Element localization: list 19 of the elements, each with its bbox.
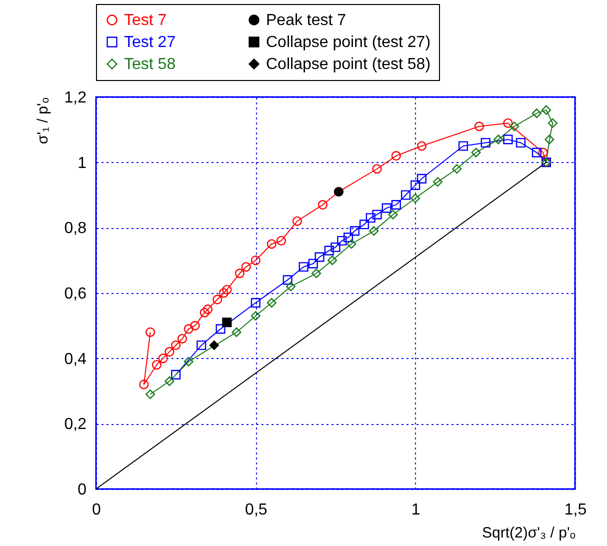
y-tick-label: 0 bbox=[78, 482, 87, 498]
y-tick-label: 0,6 bbox=[64, 286, 87, 302]
y-axis-title: σ'₁ / p'ₒ bbox=[34, 97, 52, 144]
y-tick-label: 1 bbox=[78, 154, 87, 172]
x-axis-title: Sqrt(2)σ'₃ / p'ₒ bbox=[482, 524, 576, 542]
legend-label: Test 7 bbox=[124, 12, 167, 29]
x-tick-label: 1,5 bbox=[564, 502, 587, 518]
legend-label: Test 27 bbox=[124, 34, 176, 51]
x-tick-label: 0,5 bbox=[245, 502, 268, 518]
legend-label: Test 58 bbox=[124, 56, 176, 73]
legend-label: Peak test 7 bbox=[266, 12, 346, 29]
y-tick-label: 0,4 bbox=[64, 350, 87, 368]
y-tick-label: 0,2 bbox=[64, 416, 87, 434]
legend-label: Collapse point (test 27) bbox=[266, 34, 431, 51]
x-tick-label: 1 bbox=[411, 502, 420, 518]
y-tick-label: 1,2 bbox=[64, 90, 87, 106]
legend-label: Collapse point (test 58) bbox=[266, 56, 431, 73]
y-tick-label: 0,8 bbox=[64, 220, 87, 238]
x-tick-label: 0 bbox=[92, 502, 102, 518]
